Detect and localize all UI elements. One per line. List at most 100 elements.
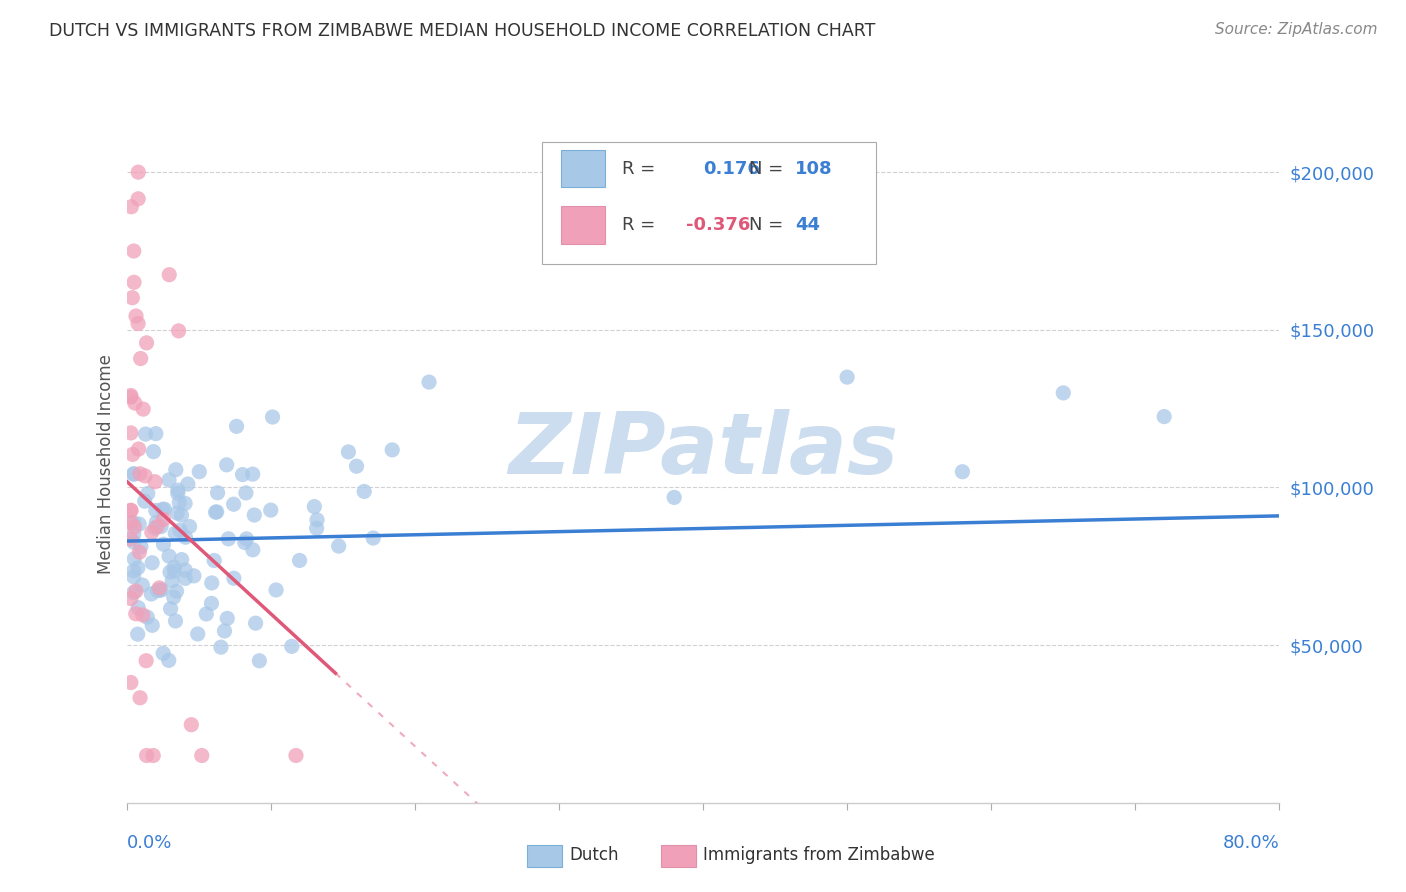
Point <box>245 616 267 631</box>
Point <box>125 309 148 323</box>
Point <box>143 475 166 489</box>
Point <box>215 458 238 472</box>
Point <box>235 532 257 546</box>
Point <box>125 607 148 621</box>
Point <box>169 524 191 538</box>
Point <box>361 531 384 545</box>
Point <box>150 519 173 533</box>
Point <box>152 646 174 660</box>
Point <box>188 465 211 479</box>
Point <box>177 477 200 491</box>
Point <box>120 532 142 546</box>
Point <box>305 521 328 535</box>
Point <box>242 467 264 482</box>
Point <box>120 503 142 517</box>
Point <box>180 717 202 731</box>
Text: Immigrants from Zimbabwe: Immigrants from Zimbabwe <box>703 847 935 864</box>
Point <box>122 570 145 584</box>
Text: 0.176: 0.176 <box>703 160 759 178</box>
Point <box>187 627 209 641</box>
Point <box>166 584 188 599</box>
Point <box>243 508 266 522</box>
Point <box>166 506 188 520</box>
Point <box>122 564 145 578</box>
Point <box>141 525 163 540</box>
Point <box>835 370 858 384</box>
Point <box>204 505 226 519</box>
Point <box>337 445 360 459</box>
Point <box>170 508 193 523</box>
Point <box>122 585 145 599</box>
Point <box>132 607 155 622</box>
Point <box>217 611 239 625</box>
Point <box>122 467 145 482</box>
Point <box>150 582 173 597</box>
Point <box>122 244 145 258</box>
Point <box>141 556 163 570</box>
Point <box>146 519 169 533</box>
Point <box>201 576 224 591</box>
Point <box>122 275 145 289</box>
Text: N =: N = <box>749 216 783 235</box>
Text: N =: N = <box>749 160 783 178</box>
Point <box>128 442 150 456</box>
Point <box>129 540 152 554</box>
Point <box>149 583 172 598</box>
Point <box>159 565 181 579</box>
Point <box>174 571 197 585</box>
Point <box>202 553 225 567</box>
FancyBboxPatch shape <box>561 150 605 187</box>
Point <box>145 503 167 517</box>
Point <box>122 516 145 530</box>
Point <box>217 532 239 546</box>
Point <box>122 552 145 566</box>
Point <box>120 516 142 530</box>
Text: R =: R = <box>623 216 661 235</box>
Point <box>127 600 149 615</box>
Text: Source: ZipAtlas.com: Source: ZipAtlas.com <box>1215 22 1378 37</box>
Point <box>232 467 254 482</box>
Point <box>128 545 150 559</box>
Point <box>153 502 176 516</box>
Point <box>146 583 169 598</box>
Point <box>170 552 193 566</box>
Point <box>141 618 163 632</box>
Point <box>162 574 184 588</box>
Point <box>328 539 350 553</box>
Point <box>305 513 328 527</box>
Point <box>134 494 156 508</box>
Point <box>165 526 187 541</box>
Point <box>142 748 165 763</box>
Point <box>174 530 197 544</box>
Point <box>135 748 157 763</box>
Point <box>121 291 143 305</box>
Point <box>222 497 245 511</box>
Point <box>132 402 155 417</box>
Point <box>235 486 257 500</box>
Point <box>127 627 149 641</box>
Point <box>120 200 142 214</box>
Point <box>131 578 153 592</box>
Text: DUTCH VS IMMIGRANTS FROM ZIMBABWE MEDIAN HOUSEHOLD INCOME CORRELATION CHART: DUTCH VS IMMIGRANTS FROM ZIMBABWE MEDIAN… <box>49 22 876 40</box>
Point <box>242 542 264 557</box>
Point <box>157 473 180 487</box>
Point <box>127 317 149 331</box>
Point <box>141 587 163 601</box>
Text: R =: R = <box>623 160 661 178</box>
Point <box>1153 409 1175 424</box>
Y-axis label: Median Household Income: Median Household Income <box>97 354 115 574</box>
Point <box>288 553 311 567</box>
Point <box>120 390 142 404</box>
FancyBboxPatch shape <box>541 142 876 264</box>
Point <box>174 563 197 577</box>
Point <box>346 459 368 474</box>
Point <box>222 571 245 585</box>
Point <box>143 521 166 535</box>
Point <box>129 467 152 481</box>
Point <box>664 491 686 505</box>
Point <box>353 484 375 499</box>
Point <box>127 561 149 575</box>
Point <box>142 444 165 458</box>
Point <box>159 601 181 615</box>
Point <box>145 516 167 530</box>
